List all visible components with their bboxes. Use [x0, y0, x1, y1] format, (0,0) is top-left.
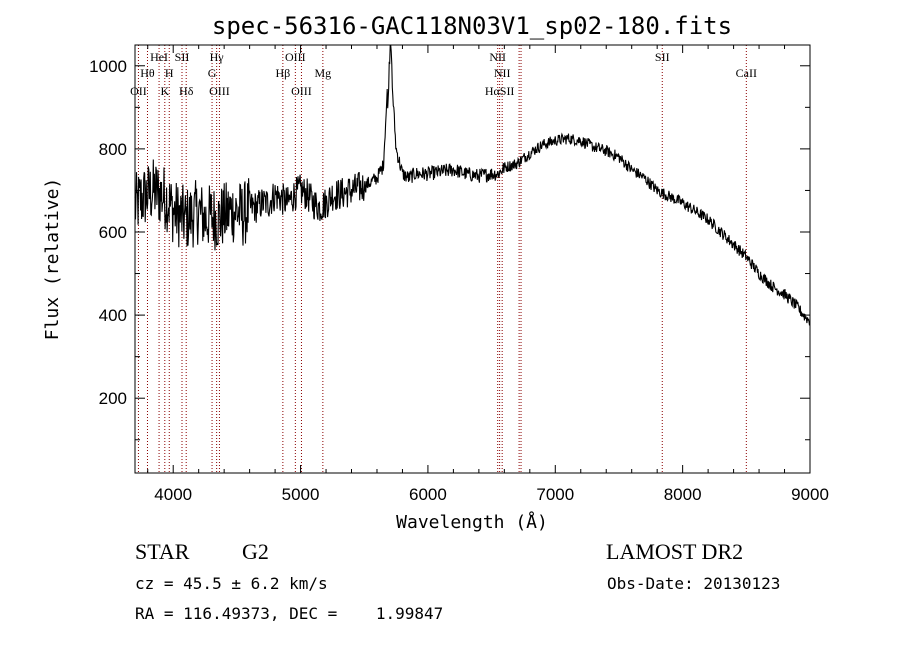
y-axis: 200 400 600 800 1000 — [89, 57, 810, 441]
x-tick-label: 6000 — [409, 485, 447, 504]
line-label: NII — [489, 50, 506, 64]
y-tick-label: 1000 — [89, 57, 127, 76]
y-tick-label: 600 — [99, 223, 127, 242]
line-label: G — [208, 66, 217, 80]
line-label: OIII — [209, 84, 230, 98]
emission-line-markers — [137, 45, 747, 473]
line-label: OIII — [291, 84, 312, 98]
line-label: Mg — [315, 66, 332, 80]
line-label: OII — [130, 84, 147, 98]
x-axis: 4000 5000 6000 7000 8000 9000 — [147, 45, 829, 504]
x-axis-label: Wavelength (Å) — [396, 511, 548, 533]
chart-title: spec-56316-GAC118N03V1_sp02-180.fits — [212, 12, 732, 40]
x-tick-label: 5000 — [282, 485, 320, 504]
line-label: SII — [175, 50, 190, 64]
redshift-cz: cz = 45.5 ± 6.2 km/s — [135, 574, 328, 593]
line-label: H — [165, 66, 174, 80]
line-label: Hγ — [210, 50, 225, 64]
survey-name: LAMOST DR2 — [606, 539, 743, 564]
obs-date: Obs-Date: 20130123 — [607, 574, 780, 593]
line-label: Hδ — [179, 84, 194, 98]
emission-line-labels: OIIHθHeIKHSIIHδHγGOIIIHβOIIIOIIIMgNIINII… — [130, 50, 757, 98]
object-type: STAR — [135, 539, 190, 564]
y-tick-label: 800 — [99, 140, 127, 159]
spectrum-series-line — [134, 44, 811, 326]
x-tick-label: 8000 — [664, 485, 702, 504]
plot-frame — [134, 44, 811, 474]
line-label: Hβ — [275, 66, 290, 80]
y-axis-label: Flux (relative) — [42, 178, 63, 341]
line-label: Hθ — [140, 66, 155, 80]
x-tick-label: 9000 — [791, 485, 829, 504]
line-label: OIII — [285, 50, 306, 64]
y-tick-label: 400 — [99, 306, 127, 325]
x-tick-label: 4000 — [154, 485, 192, 504]
line-label: HeI — [150, 50, 168, 64]
subclass: G2 — [242, 539, 269, 564]
line-label: NII — [494, 66, 511, 80]
line-label: CaII — [736, 66, 757, 80]
line-label: K — [160, 84, 169, 98]
line-label: HαSII — [485, 84, 515, 98]
ra-dec-coords: RA = 116.49373, DEC = 1.99847 — [135, 604, 443, 623]
line-label: SII — [655, 50, 670, 64]
x-tick-label: 7000 — [536, 485, 574, 504]
y-tick-label: 200 — [99, 389, 127, 408]
